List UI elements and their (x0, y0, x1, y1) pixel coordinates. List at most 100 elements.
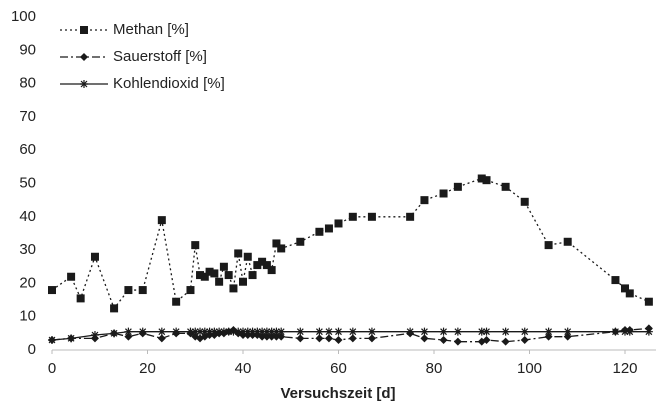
marker (406, 212, 415, 221)
marker (544, 332, 553, 341)
x-tick-label: 100 (517, 360, 542, 377)
marker (348, 334, 357, 343)
marker (248, 327, 257, 336)
marker (234, 327, 243, 336)
y-tick-label: 90 (19, 41, 36, 58)
marker (262, 261, 271, 270)
marker (272, 327, 281, 336)
y-tick-label: 30 (19, 241, 36, 258)
marker (157, 327, 166, 336)
marker (267, 266, 276, 275)
marker (157, 334, 166, 343)
marker (124, 327, 133, 336)
y-tick-label: 20 (19, 274, 36, 291)
marker (110, 329, 119, 338)
legend-marker (80, 26, 88, 34)
marker (90, 331, 99, 340)
marker (229, 327, 238, 336)
marker (348, 212, 357, 221)
marker (262, 327, 271, 336)
marker (124, 286, 133, 295)
marker (482, 336, 491, 345)
x-tick-label: 40 (235, 360, 252, 377)
marker (258, 327, 267, 336)
marker (205, 327, 214, 336)
marker (67, 334, 76, 343)
marker (67, 272, 76, 281)
marker (239, 277, 247, 286)
marker (367, 212, 376, 221)
marker (334, 327, 343, 336)
marker (253, 261, 262, 270)
marker (200, 272, 209, 281)
x-tick-label: 20 (139, 360, 156, 377)
marker (453, 327, 462, 336)
marker (644, 327, 653, 336)
marker (110, 304, 119, 313)
marker (267, 327, 276, 336)
marker (157, 216, 166, 225)
marker (563, 332, 572, 341)
marker (563, 327, 572, 336)
y-tick-label: 100 (11, 8, 36, 25)
x-tick-label: 80 (426, 360, 443, 377)
marker (296, 237, 305, 246)
marker (186, 327, 195, 336)
y-tick-label: 40 (19, 208, 36, 225)
y-tick-label: 10 (19, 308, 36, 325)
marker (520, 336, 529, 345)
marker (315, 334, 324, 343)
marker (219, 327, 228, 336)
marker (367, 334, 376, 343)
marker (477, 174, 486, 183)
marker (348, 327, 357, 336)
marker (420, 196, 429, 205)
marker (334, 336, 343, 345)
marker (324, 224, 333, 233)
marker (520, 197, 529, 206)
marker (243, 252, 252, 261)
marker (253, 327, 262, 336)
marker (186, 286, 195, 295)
marker (138, 327, 147, 336)
y-tick-label: 0 (28, 341, 36, 358)
marker (196, 271, 205, 280)
marker (272, 239, 281, 248)
x-tick-label: 60 (330, 360, 347, 377)
marker (625, 289, 634, 298)
marker (191, 327, 200, 336)
marker (234, 249, 243, 258)
marker (482, 176, 491, 185)
legend-marker (80, 53, 88, 61)
marker (196, 327, 205, 336)
marker (172, 297, 181, 306)
marker (210, 269, 219, 278)
marker (296, 334, 305, 343)
legend-label: Methan [%] (113, 21, 189, 38)
marker (482, 327, 491, 336)
x-tick-label: 120 (612, 360, 637, 377)
marker (205, 267, 214, 276)
marker (243, 327, 252, 336)
marker (224, 271, 233, 280)
legend-label: Sauerstoff [%] (113, 48, 207, 65)
marker (229, 284, 238, 293)
marker (611, 276, 620, 285)
x-tick-label: 0 (48, 360, 56, 377)
marker (439, 336, 448, 345)
marker (644, 297, 653, 306)
marker (90, 252, 99, 261)
marker (334, 219, 343, 228)
x-axis-title: Versuchszeit [d] (280, 385, 395, 402)
marker (277, 327, 286, 336)
marker (501, 182, 510, 191)
marker (224, 327, 233, 336)
marker (544, 241, 553, 250)
marker (138, 286, 147, 295)
y-tick-label: 70 (19, 108, 36, 125)
marker (477, 327, 486, 336)
marker (315, 227, 324, 236)
legend-marker (80, 80, 88, 88)
